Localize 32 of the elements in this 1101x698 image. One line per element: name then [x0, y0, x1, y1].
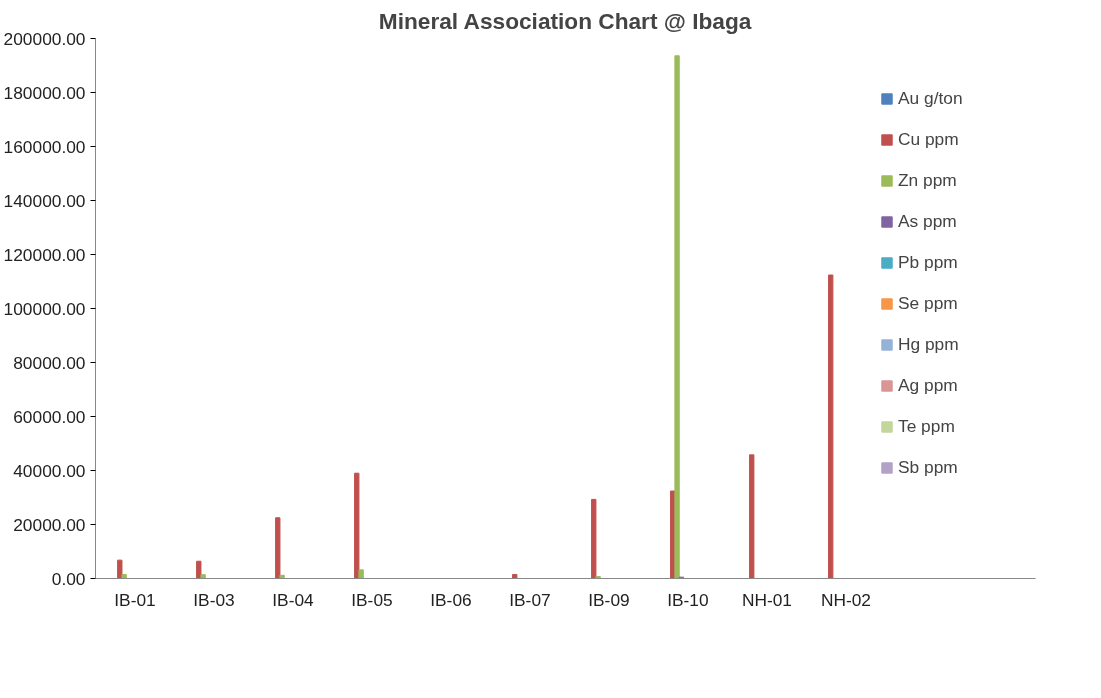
x-tick-label: NH-02: [820, 589, 871, 610]
legend-label: Sb ppm: [898, 457, 958, 478]
x-tick-label: IB-05: [351, 589, 393, 610]
legend-label: Zn ppm: [898, 170, 958, 191]
y-tick-label: 180000.00: [3, 82, 86, 103]
x-tick-label: IB-10: [667, 589, 709, 610]
y-tick-label: 80000.00: [13, 352, 86, 373]
y-tick-label: 0.00: [51, 568, 86, 589]
x-tick-label: NH-01: [741, 589, 792, 610]
y-tick-label: 40000.00: [13, 460, 86, 481]
legend-label: Pb ppm: [898, 252, 958, 273]
legend-label: Au g/ton: [898, 88, 963, 109]
legend-label: Hg ppm: [898, 334, 959, 355]
legend-label: Te ppm: [898, 416, 956, 437]
y-tick-label: 200000.00: [3, 28, 86, 49]
x-tick-label: IB-03: [193, 589, 235, 610]
legend-label: As ppm: [898, 211, 958, 232]
legend-label: Se ppm: [898, 293, 958, 314]
y-tick-label: 120000.00: [3, 244, 86, 265]
y-tick-label: 20000.00: [13, 514, 86, 535]
x-tick-label: IB-07: [509, 589, 551, 610]
x-tick-label: IB-09: [588, 589, 630, 610]
y-tick-label: 100000.00: [3, 298, 86, 319]
chart-title: Mineral Association Chart @ Ibaga: [378, 7, 752, 34]
legend-label: Ag ppm: [898, 375, 958, 396]
x-tick-label: IB-01: [114, 589, 156, 610]
y-tick-label: 60000.00: [13, 406, 86, 427]
y-tick-label: 160000.00: [3, 136, 86, 157]
x-tick-label: IB-04: [272, 589, 315, 610]
y-tick-label: 140000.00: [3, 190, 86, 211]
x-tick-label: IB-06: [430, 589, 472, 610]
legend-label: Cu ppm: [898, 129, 959, 150]
